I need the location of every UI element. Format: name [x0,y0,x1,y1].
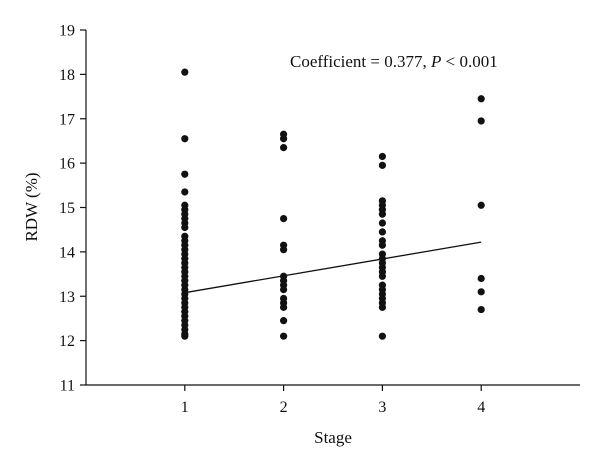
data-point [280,285,288,294]
annotation-suffix: < 0.001 [441,52,497,71]
data-points [181,68,485,340]
data-point [477,274,485,283]
x-tick-label: 4 [477,399,485,416]
y-tick-label: 16 [59,156,75,173]
y-tick-label: 19 [59,23,75,40]
y-ticks: 11 12 13 14 15 16 17 18 19 [59,23,86,395]
annotation-prefix: Coefficient = 0.377, [290,52,431,71]
data-point [378,241,386,249]
coefficient-annotation: Coefficient = 0.377, P < 0.001 [290,52,498,71]
data-point [280,214,288,223]
data-point [280,317,288,325]
data-point [280,246,288,254]
y-tick-label: 13 [59,289,75,306]
data-point [378,303,386,311]
annotation-p-symbol: P [430,52,441,71]
axes [85,30,580,386]
data-point [477,117,485,125]
data-point [378,152,386,161]
y-tick-label: 12 [59,333,75,350]
data-point [181,332,189,340]
x-ticks: 1 2 3 4 [181,385,485,416]
y-tick-label: 11 [60,378,75,395]
data-point [181,135,189,143]
x-tick-label: 1 [181,399,189,416]
x-tick-label: 3 [378,399,386,416]
data-point [378,161,386,169]
y-tick-label: 18 [59,67,75,84]
data-point [477,288,485,296]
y-tick-label: 17 [59,111,75,128]
regression-line [184,241,482,294]
data-point [477,201,485,209]
y-tick-label: 14 [59,244,75,261]
data-point [378,219,386,227]
data-point [477,95,485,103]
y-tick-label: 15 [59,200,75,217]
y-axis-label: RDW (%) [22,172,41,241]
data-point [378,228,386,236]
data-point [181,170,189,178]
data-point [378,272,386,280]
data-point [181,223,189,232]
data-point [378,332,386,340]
data-point [477,305,485,314]
x-tick-label: 2 [280,399,288,416]
data-point [181,188,189,196]
data-point [280,303,288,311]
x-axis-label: Stage [314,428,352,447]
data-point [378,210,386,218]
data-point [280,135,288,143]
data-point [280,143,288,152]
data-point [280,332,288,340]
data-point [181,68,189,76]
